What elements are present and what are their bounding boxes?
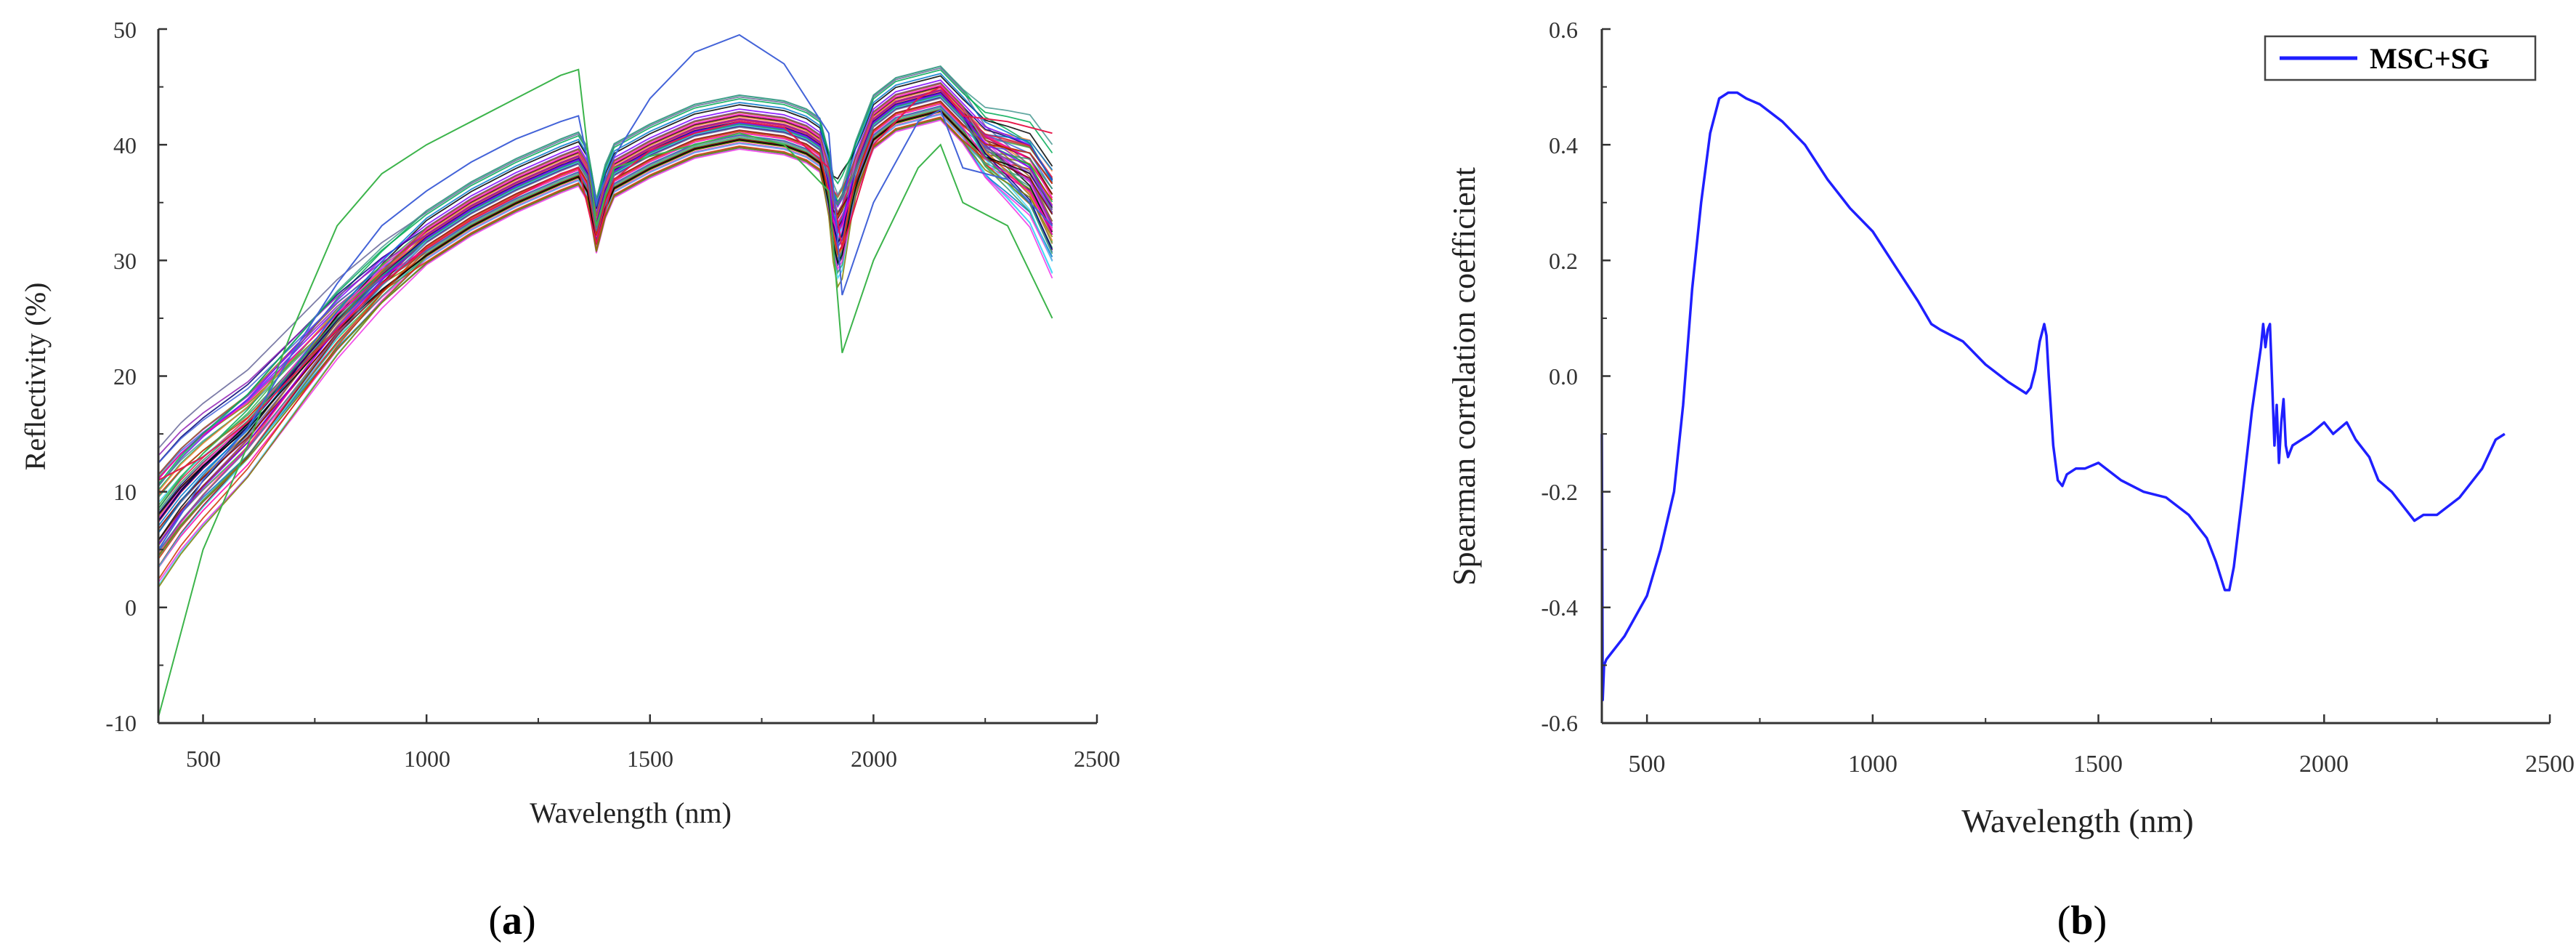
panel-a-label: (a) <box>488 898 535 943</box>
panel-b-series <box>1600 91 2506 701</box>
panel-a-xtick-label: 1500 <box>627 746 673 772</box>
panel-a-ytick-label: 20 <box>113 363 137 390</box>
panel-a-spectrum-line <box>158 73 1053 533</box>
panel-b-ytick-label: 0.6 <box>1549 17 1578 43</box>
panel-a-ytick-label: 0 <box>125 594 137 621</box>
panel-a-x-axis-title: Wavelength (nm) <box>530 796 732 829</box>
panel-a-example-spectrum <box>158 68 1053 718</box>
panel-a-xtick-label: 2500 <box>1074 746 1120 772</box>
panel-b-xtick-label: 2500 <box>2525 751 2575 778</box>
panel-a-spectrum-line <box>158 65 1053 488</box>
panel-a-example-spectrum <box>158 33 1053 550</box>
panel-b-label-letter: b <box>2070 898 2093 943</box>
panel-b-legend: MSC+SG <box>2264 35 2537 81</box>
panel-b-ytick-label: 0.0 <box>1549 363 1578 390</box>
panel-a-label-close: ) <box>522 898 536 943</box>
panel-a-ytick-label: 30 <box>113 248 137 274</box>
panel-a-ytick-label: 10 <box>113 479 137 505</box>
panel-a-xtick-label: 500 <box>186 746 221 772</box>
panel-a-spectrum-line <box>158 118 1053 557</box>
panel-b-xtick-label: 500 <box>1629 751 1666 778</box>
panel-a-xtick-label: 2000 <box>851 746 897 772</box>
panel-b-ytick-label: -0.4 <box>1541 594 1578 621</box>
panel-b: 0.6 0.4 0.2 0.0 -0.2 -0.4 -0.6 500 1000 … <box>1446 17 2575 943</box>
panel-b-label-close: ) <box>2094 898 2107 943</box>
panel-a-y-axis-title: Reflectivity (%) <box>19 283 52 471</box>
panel-b-legend-label: MSC+SG <box>2370 42 2490 75</box>
panel-b-ticks <box>1602 28 2551 725</box>
panel-b-ytick-label: -0.2 <box>1541 479 1578 505</box>
panel-b-ytick-label: 0.4 <box>1549 132 1578 158</box>
panel-a-spectra <box>158 33 1053 718</box>
panel-a-ytick-label: 40 <box>113 132 137 158</box>
panel-b-msc-sg-line <box>1600 91 2506 701</box>
panel-a-spectrum-line <box>158 94 1053 512</box>
panel-b-xtick-label: 1000 <box>1848 751 1897 778</box>
panel-a-spectrum-line <box>158 101 1053 580</box>
panel-a-spectrum-line <box>158 69 1053 485</box>
panel-b-y-axis-title: Spearman correlation coefficient <box>1446 167 1482 586</box>
panel-a-ytick-label: 50 <box>113 17 137 43</box>
panel-a-ticks <box>158 28 1098 725</box>
panel-b-xtick-label: 2000 <box>2299 751 2349 778</box>
panel-b-ytick-label: 0.2 <box>1549 248 1578 274</box>
panel-a-xtick-label: 1000 <box>404 746 450 772</box>
panel-b-label: (b) <box>2057 898 2107 943</box>
panel-b-x-axis-title: Wavelength (nm) <box>1961 802 2193 839</box>
panel-a-spectrum-line <box>158 92 1053 545</box>
panel-b-label-open: ( <box>2057 898 2071 943</box>
panel-a: 50 40 30 20 10 0 -10 500 1000 1500 2000 … <box>19 17 1120 943</box>
panel-a-label-open: ( <box>488 898 502 943</box>
panel-a-label-letter: a <box>502 898 522 943</box>
panel-b-ytick-label: -0.6 <box>1541 710 1578 736</box>
panel-a-ytick-label: -10 <box>105 710 137 736</box>
panel-b-xtick-label: 1500 <box>2073 751 2123 778</box>
panel-a-example-spectrum <box>158 86 1053 481</box>
